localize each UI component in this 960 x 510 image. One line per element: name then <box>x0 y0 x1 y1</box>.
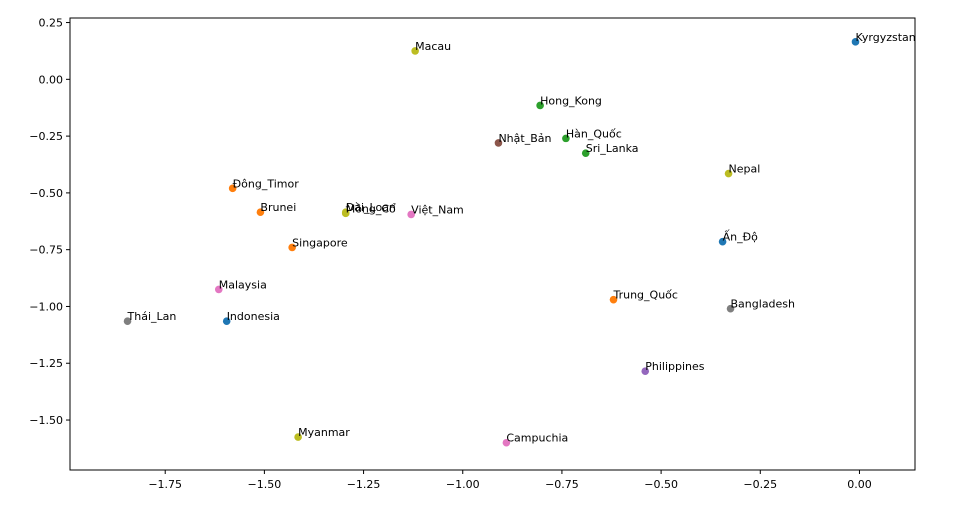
data-point <box>341 209 350 218</box>
data-label: Nepal <box>729 163 761 176</box>
data-label: Singapore <box>292 236 348 249</box>
data-point <box>123 317 132 326</box>
plot-area <box>69 17 916 471</box>
y-tick-label: −0.75 <box>29 244 63 257</box>
data-point <box>407 210 415 219</box>
data-label: Nhật_Bản <box>498 132 551 145</box>
data-label: Kyrgyzstan <box>855 31 915 44</box>
data-point <box>562 134 570 143</box>
data-point <box>502 438 511 447</box>
data-label: Brunei <box>260 201 296 214</box>
data-label: Malaysia <box>219 278 267 291</box>
data-point <box>228 184 237 193</box>
data-label: Hong_Kong <box>540 94 602 107</box>
data-label: Philippines <box>645 360 705 373</box>
data-point <box>222 317 231 326</box>
data-point <box>641 367 650 375</box>
data-point <box>851 38 860 46</box>
data-labels: Kyrgyzstan Macau Hong_Kong Hàn_Quốc Nhật_Bản… <box>127 31 916 445</box>
x-tick-label: −0.50 <box>644 478 678 491</box>
y-tick-label: 0.00 <box>39 73 64 86</box>
y-axis: 0.25 0.00 −0.25 −0.50 −0.75 −1.00 −1.25 −1.50 <box>29 17 70 427</box>
x-tick-label: 0.00 <box>847 478 872 491</box>
x-tick-label: −1.75 <box>148 478 182 491</box>
x-axis: −1.75 −1.50 −1.25 −1.00 −0.75 −0.50 −0.25 0.00 <box>148 470 872 491</box>
data-label: Việt_Nam <box>411 203 464 216</box>
x-tick-label: −1.50 <box>248 478 282 491</box>
data-label: Bangladesh <box>731 298 796 311</box>
data-label: Ấn_Độ <box>723 230 759 244</box>
y-tick-label: −0.25 <box>29 130 63 143</box>
data-label: Đông_Timor <box>233 177 300 190</box>
data-label: Myanmar <box>298 426 350 439</box>
plot-frame <box>69 17 916 471</box>
y-tick-label: −1.50 <box>29 414 63 427</box>
data-points <box>123 38 860 447</box>
y-tick-label: −1.25 <box>29 357 63 370</box>
data-label: Hàn_Quốc <box>566 127 622 140</box>
data-label: Trung_Quốc <box>612 289 677 302</box>
x-tick-label: −0.75 <box>545 478 579 491</box>
x-tick-label: −0.25 <box>743 478 777 491</box>
data-point <box>536 101 544 110</box>
y-tick-label: 0.25 <box>39 17 64 30</box>
data-point <box>718 237 727 246</box>
x-tick-label: −1.00 <box>446 478 480 491</box>
y-tick-label: −1.00 <box>29 300 63 313</box>
data-point <box>581 149 590 157</box>
data-point <box>726 304 735 313</box>
data-point <box>294 433 302 441</box>
data-label: Thái_Lan <box>127 310 177 323</box>
data-point <box>609 295 618 304</box>
data-label: Campuchia <box>506 432 568 445</box>
data-point <box>256 208 265 217</box>
data-point <box>494 139 503 147</box>
y-tick-label: −0.50 <box>29 187 63 200</box>
data-label: Mông_Cổ <box>346 202 396 215</box>
data-point <box>411 47 419 55</box>
data-label: Đài_Loan <box>346 201 396 214</box>
data-label: Sri_Lanka <box>586 142 639 155</box>
data-point <box>724 169 733 178</box>
data-label: Indonesia <box>227 310 280 323</box>
data-point <box>214 285 223 294</box>
data-point <box>288 243 296 252</box>
data-label: Macau <box>415 40 451 53</box>
x-tick-label: −1.25 <box>347 478 381 491</box>
